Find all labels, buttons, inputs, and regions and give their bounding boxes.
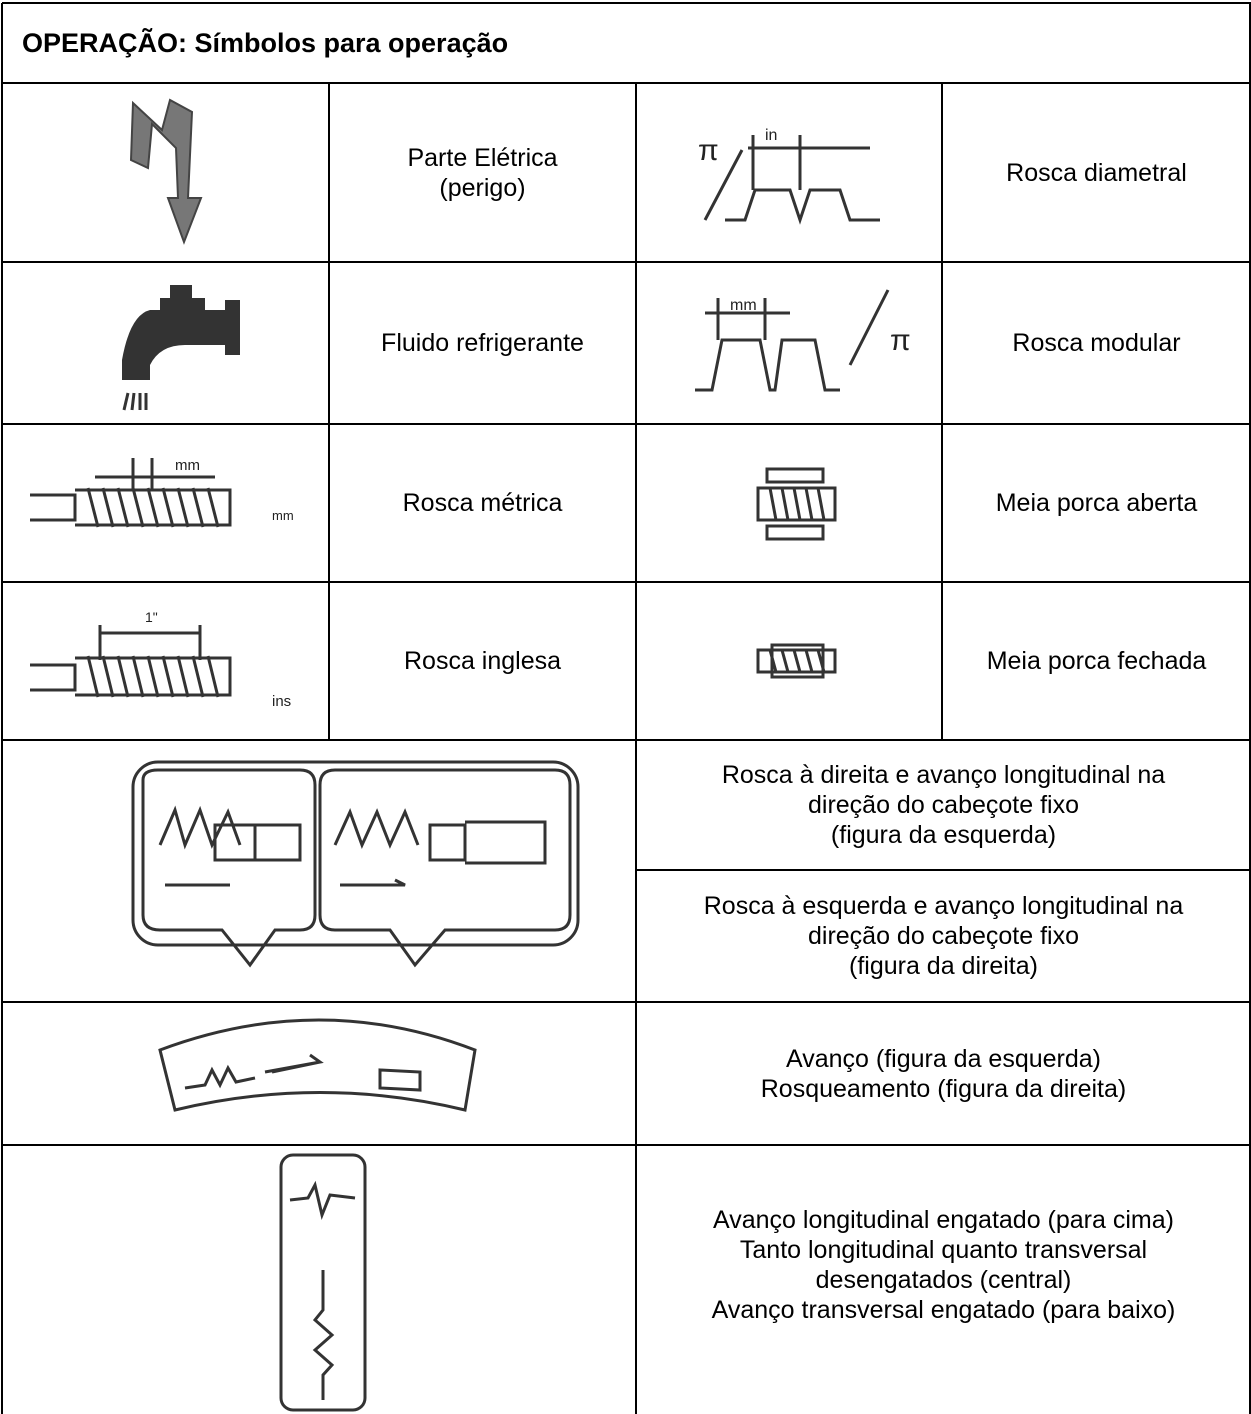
icon-text: 1" (145, 609, 158, 625)
text-line: (perigo) (439, 173, 526, 202)
text-line: Rosqueamento (figura da direita) (760, 1074, 1127, 1103)
cell: Rosca diametral (942, 83, 1251, 262)
cell: Rosca métrica (329, 424, 636, 582)
text-line: Meia porca aberta (995, 489, 1198, 517)
title: OPERAÇÃO: Símbolos para operação (22, 27, 509, 58)
icon-electric (129, 98, 203, 245)
cell: Meia porca fechada (942, 582, 1251, 740)
text-line: Rosca métrica (402, 489, 563, 517)
cell: Meia porca aberta (942, 424, 1251, 582)
icon-feed-engage (279, 1153, 367, 1412)
icon-half-nut-open (756, 467, 837, 541)
text-line: Fluido refrigerante (381, 329, 584, 357)
text-line: direção do cabeçote fixo (807, 922, 1079, 950)
icon-text: ins (272, 693, 291, 710)
text-line: Avanço (figura da esquerda) (785, 1044, 1101, 1073)
cell: Avanço (figura da esquerda) Rosqueamento … (636, 1002, 1251, 1145)
text-line: Parte Elétrica (407, 143, 558, 172)
cell: Rosca modular (942, 262, 1251, 424)
text-line: Meia porca fechada (986, 647, 1207, 675)
text-line: (figura da esquerda) (830, 821, 1057, 849)
icon-thread-inch: 1" ins (30, 609, 291, 710)
text-line: Rosca diametral (1006, 158, 1187, 187)
text-line: direção do cabeçote fixo (807, 791, 1079, 819)
text-line: Rosca à direita e avanço longitudinal na (721, 761, 1166, 789)
text-line: Avanço longitudinal engatado (para cima) (713, 1206, 1174, 1234)
text-line: Avanço transversal engatado (para baixo) (711, 1296, 1176, 1324)
icon-text: mm (730, 297, 757, 314)
icon-text: π (890, 324, 911, 357)
text-line: (figura da direita) (849, 952, 1038, 980)
icon-text: mm (175, 457, 200, 474)
icon-text: π (698, 134, 719, 167)
cell: Avanço longitudinal engatado (para cima)… (636, 1145, 1251, 1365)
text-line: Tanto longitudinal quanto transversal (739, 1236, 1148, 1264)
cell: Parte Elétrica (perigo) (329, 83, 636, 262)
icon-thread-direction (131, 760, 580, 968)
icon-thread-diametral: π in (698, 127, 880, 225)
text-line: desengatados (central) (815, 1266, 1072, 1294)
icon-feed-threading (158, 1018, 477, 1112)
cell: Fluido refrigerante (329, 262, 636, 424)
text-line: Rosca inglesa (403, 647, 562, 675)
icon-text: mm (272, 508, 294, 523)
text-line: Rosca modular (1012, 329, 1181, 357)
icon-thread-metric: mm mm (30, 457, 294, 528)
icon-half-nut-closed (756, 643, 837, 679)
icon-coolant (122, 285, 240, 411)
icon-thread-modular: mm π (695, 289, 911, 392)
text-line: Rosca à esquerda e avanço longitudinal n… (703, 892, 1184, 920)
cell: Rosca à direita e avanço longitudinal na… (636, 740, 1251, 870)
cell: Rosca à esquerda e avanço longitudinal n… (636, 870, 1251, 1002)
icon-text: in (765, 127, 777, 144)
cell: Rosca inglesa (329, 582, 636, 740)
